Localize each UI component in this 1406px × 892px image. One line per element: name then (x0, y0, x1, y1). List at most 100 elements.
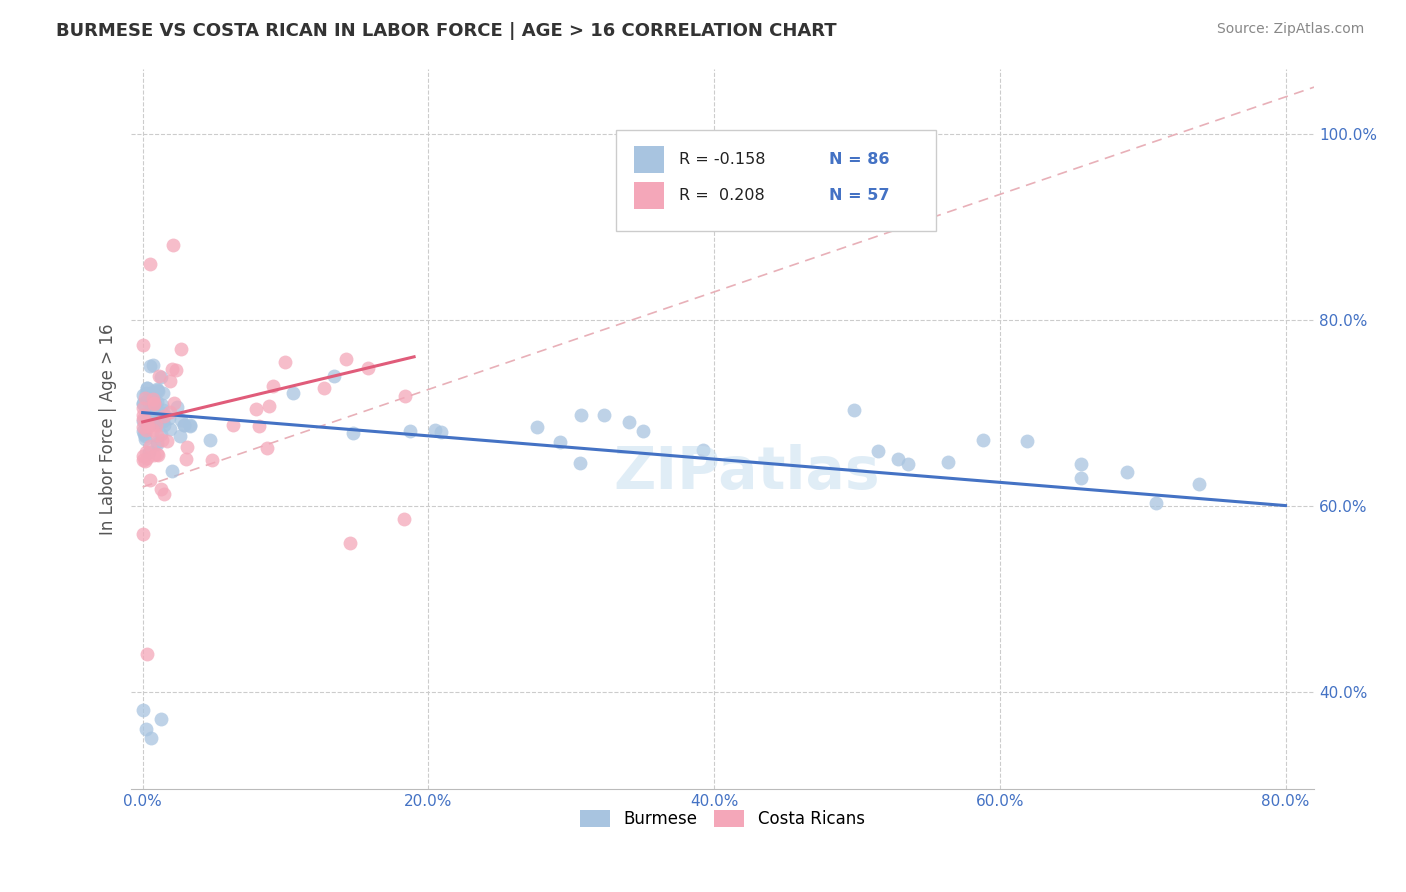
Point (569, 408, 592, 422)
Point (256, 441, 278, 455)
Point (274, 355, 297, 369)
Point (972, 433, 994, 447)
Point (162, 238, 184, 252)
Point (281, 386, 304, 401)
Point (134, 454, 156, 468)
Point (132, 703, 155, 717)
Point (152, 487, 174, 501)
Point (134, 428, 156, 442)
Point (138, 418, 160, 433)
Point (138, 359, 160, 373)
Point (132, 396, 155, 410)
Point (132, 412, 155, 426)
Point (157, 411, 180, 425)
Point (200, 434, 222, 448)
Point (174, 451, 197, 466)
Point (844, 402, 866, 417)
Point (526, 420, 548, 434)
Point (342, 425, 364, 440)
Point (692, 443, 714, 458)
Point (169, 413, 191, 427)
Point (134, 427, 156, 442)
Point (139, 257, 162, 271)
Point (936, 454, 959, 468)
Point (548, 434, 571, 449)
Point (149, 370, 172, 384)
Point (145, 415, 167, 429)
Point (136, 648, 159, 662)
Point (132, 414, 155, 428)
Point (132, 527, 155, 541)
Point (134, 433, 156, 447)
Point (1144, 496, 1167, 510)
Point (132, 401, 155, 415)
Point (146, 434, 169, 449)
Point (136, 405, 159, 419)
Point (163, 395, 186, 409)
Point (142, 385, 165, 400)
Point (159, 405, 181, 419)
Text: N = 57: N = 57 (830, 188, 890, 202)
Point (173, 418, 195, 433)
Point (339, 536, 361, 550)
Point (146, 395, 169, 409)
Point (170, 342, 193, 356)
Point (134, 391, 156, 405)
Point (173, 417, 195, 432)
Point (132, 420, 155, 434)
Point (132, 424, 155, 438)
Point (152, 398, 174, 412)
Point (132, 397, 155, 411)
Point (222, 418, 245, 433)
Point (425, 423, 447, 437)
Point (136, 393, 159, 408)
Point (262, 378, 284, 392)
Point (132, 449, 155, 463)
Point (1115, 465, 1137, 479)
Point (150, 713, 173, 727)
Point (335, 352, 357, 367)
Point (152, 414, 174, 428)
Point (166, 400, 188, 414)
Point (176, 441, 198, 455)
Point (135, 445, 157, 459)
Point (150, 433, 173, 447)
Point (150, 406, 173, 420)
Point (429, 425, 451, 440)
Point (146, 384, 169, 399)
Point (159, 422, 181, 436)
Point (135, 450, 157, 465)
Point (132, 337, 155, 351)
Y-axis label: In Labor Force | Age > 16: In Labor Force | Age > 16 (100, 323, 117, 534)
Point (141, 393, 163, 408)
Point (357, 361, 380, 376)
Point (143, 399, 166, 413)
Point (149, 482, 172, 496)
Point (897, 457, 920, 471)
Text: BURMESE VS COSTA RICAN IN LABOR FORCE | AGE > 16 CORRELATION CHART: BURMESE VS COSTA RICAN IN LABOR FORCE | … (56, 22, 837, 40)
Point (886, 451, 908, 466)
Point (146, 447, 169, 461)
Point (152, 385, 174, 400)
Point (139, 417, 162, 432)
Point (156, 434, 179, 448)
Bar (634, 145, 664, 173)
Point (138, 445, 160, 459)
Point (142, 392, 165, 406)
Point (138, 418, 160, 433)
Point (322, 368, 344, 383)
Point (143, 396, 166, 410)
Point (568, 456, 591, 470)
Text: R =  0.208: R = 0.208 (679, 188, 765, 202)
Point (146, 448, 169, 462)
Bar (634, 182, 664, 209)
Point (145, 382, 167, 396)
Point (165, 363, 187, 377)
Point (141, 731, 163, 745)
Legend: Burmese, Costa Ricans: Burmese, Costa Ricans (574, 804, 872, 835)
Point (160, 362, 183, 376)
Point (257, 399, 280, 413)
Point (392, 512, 415, 526)
Point (633, 424, 655, 438)
Point (245, 401, 267, 416)
